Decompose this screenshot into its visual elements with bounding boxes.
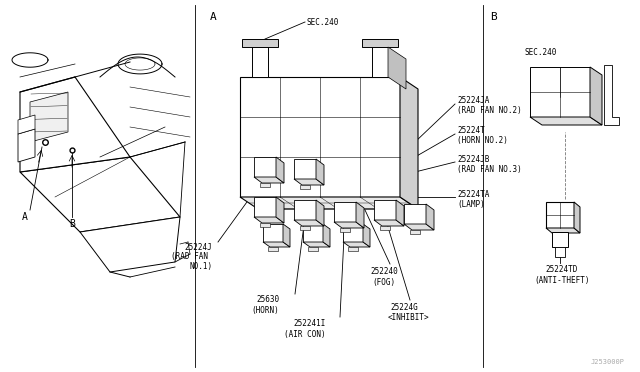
Text: (RAD FAN NO.2): (RAD FAN NO.2) bbox=[457, 106, 522, 115]
Text: 25224JA: 25224JA bbox=[457, 96, 490, 105]
Polygon shape bbox=[240, 197, 418, 209]
Polygon shape bbox=[294, 179, 324, 185]
Polygon shape bbox=[404, 224, 434, 230]
Polygon shape bbox=[374, 220, 404, 226]
Polygon shape bbox=[334, 202, 356, 222]
Polygon shape bbox=[300, 226, 310, 230]
Polygon shape bbox=[530, 67, 590, 117]
Text: (LAMP): (LAMP) bbox=[457, 199, 484, 208]
Polygon shape bbox=[252, 47, 268, 77]
Polygon shape bbox=[20, 77, 130, 172]
Polygon shape bbox=[388, 47, 406, 89]
Polygon shape bbox=[276, 197, 284, 223]
Polygon shape bbox=[242, 39, 278, 47]
Polygon shape bbox=[546, 202, 574, 228]
Text: SEC.240: SEC.240 bbox=[525, 48, 557, 57]
Text: B: B bbox=[490, 12, 497, 22]
Polygon shape bbox=[254, 217, 284, 223]
Polygon shape bbox=[18, 115, 35, 134]
Polygon shape bbox=[18, 129, 35, 162]
Polygon shape bbox=[308, 247, 318, 251]
Text: J253000P: J253000P bbox=[591, 359, 625, 365]
Polygon shape bbox=[604, 65, 619, 125]
Polygon shape bbox=[263, 242, 290, 247]
Text: 25224TA: 25224TA bbox=[457, 189, 490, 199]
Polygon shape bbox=[334, 222, 364, 228]
Text: 25224T: 25224T bbox=[457, 125, 484, 135]
Text: (RAD FAN NO.3): (RAD FAN NO.3) bbox=[457, 164, 522, 173]
Text: (HORN): (HORN) bbox=[251, 305, 279, 314]
Text: A: A bbox=[22, 212, 28, 222]
Polygon shape bbox=[380, 226, 390, 230]
Polygon shape bbox=[356, 202, 364, 228]
Polygon shape bbox=[374, 200, 396, 220]
Polygon shape bbox=[240, 77, 400, 197]
Polygon shape bbox=[400, 77, 418, 209]
Text: 25224TD: 25224TD bbox=[546, 266, 578, 275]
Polygon shape bbox=[343, 224, 363, 242]
Text: <INHIBIT>: <INHIBIT> bbox=[388, 312, 429, 321]
Polygon shape bbox=[80, 217, 180, 272]
Polygon shape bbox=[303, 224, 323, 242]
Polygon shape bbox=[294, 159, 316, 179]
Polygon shape bbox=[404, 204, 426, 224]
Polygon shape bbox=[30, 92, 68, 142]
Text: 25224G: 25224G bbox=[390, 302, 418, 311]
Text: 25224JB: 25224JB bbox=[457, 154, 490, 164]
Text: 252241I: 252241I bbox=[294, 320, 326, 328]
Polygon shape bbox=[316, 159, 324, 185]
Polygon shape bbox=[263, 224, 283, 242]
Text: (AIR CON): (AIR CON) bbox=[284, 330, 326, 339]
Polygon shape bbox=[300, 185, 310, 189]
Polygon shape bbox=[372, 47, 388, 77]
Text: B: B bbox=[69, 219, 75, 229]
Polygon shape bbox=[20, 157, 180, 232]
Text: (RAD FAN: (RAD FAN bbox=[171, 253, 208, 262]
Polygon shape bbox=[343, 242, 370, 247]
Polygon shape bbox=[254, 197, 276, 217]
Text: 252240: 252240 bbox=[370, 267, 397, 276]
Polygon shape bbox=[396, 200, 404, 226]
Polygon shape bbox=[316, 200, 324, 226]
Polygon shape bbox=[294, 220, 324, 226]
Polygon shape bbox=[268, 247, 278, 251]
Polygon shape bbox=[546, 228, 580, 233]
Text: SEC.240: SEC.240 bbox=[307, 17, 339, 26]
Polygon shape bbox=[294, 200, 316, 220]
Polygon shape bbox=[303, 242, 330, 247]
Text: A: A bbox=[210, 12, 217, 22]
Text: (ANTI-THEFT): (ANTI-THEFT) bbox=[534, 276, 589, 285]
Polygon shape bbox=[348, 247, 358, 251]
Text: (FOG): (FOG) bbox=[372, 278, 395, 286]
Polygon shape bbox=[283, 224, 290, 247]
Polygon shape bbox=[410, 230, 420, 234]
Text: NO.1): NO.1) bbox=[190, 263, 213, 272]
Text: 25224J: 25224J bbox=[184, 243, 212, 251]
Polygon shape bbox=[323, 224, 330, 247]
Polygon shape bbox=[276, 157, 284, 183]
Polygon shape bbox=[260, 183, 270, 187]
Polygon shape bbox=[555, 247, 565, 257]
Polygon shape bbox=[590, 67, 602, 125]
Text: (HORN NO.2): (HORN NO.2) bbox=[457, 135, 508, 144]
Text: 25630: 25630 bbox=[257, 295, 280, 305]
Polygon shape bbox=[552, 232, 568, 247]
Polygon shape bbox=[574, 202, 580, 233]
Polygon shape bbox=[254, 157, 276, 177]
Polygon shape bbox=[254, 177, 284, 183]
Polygon shape bbox=[260, 223, 270, 227]
Polygon shape bbox=[362, 39, 398, 47]
Polygon shape bbox=[340, 228, 350, 232]
Polygon shape bbox=[426, 204, 434, 230]
Polygon shape bbox=[363, 224, 370, 247]
Polygon shape bbox=[530, 117, 602, 125]
